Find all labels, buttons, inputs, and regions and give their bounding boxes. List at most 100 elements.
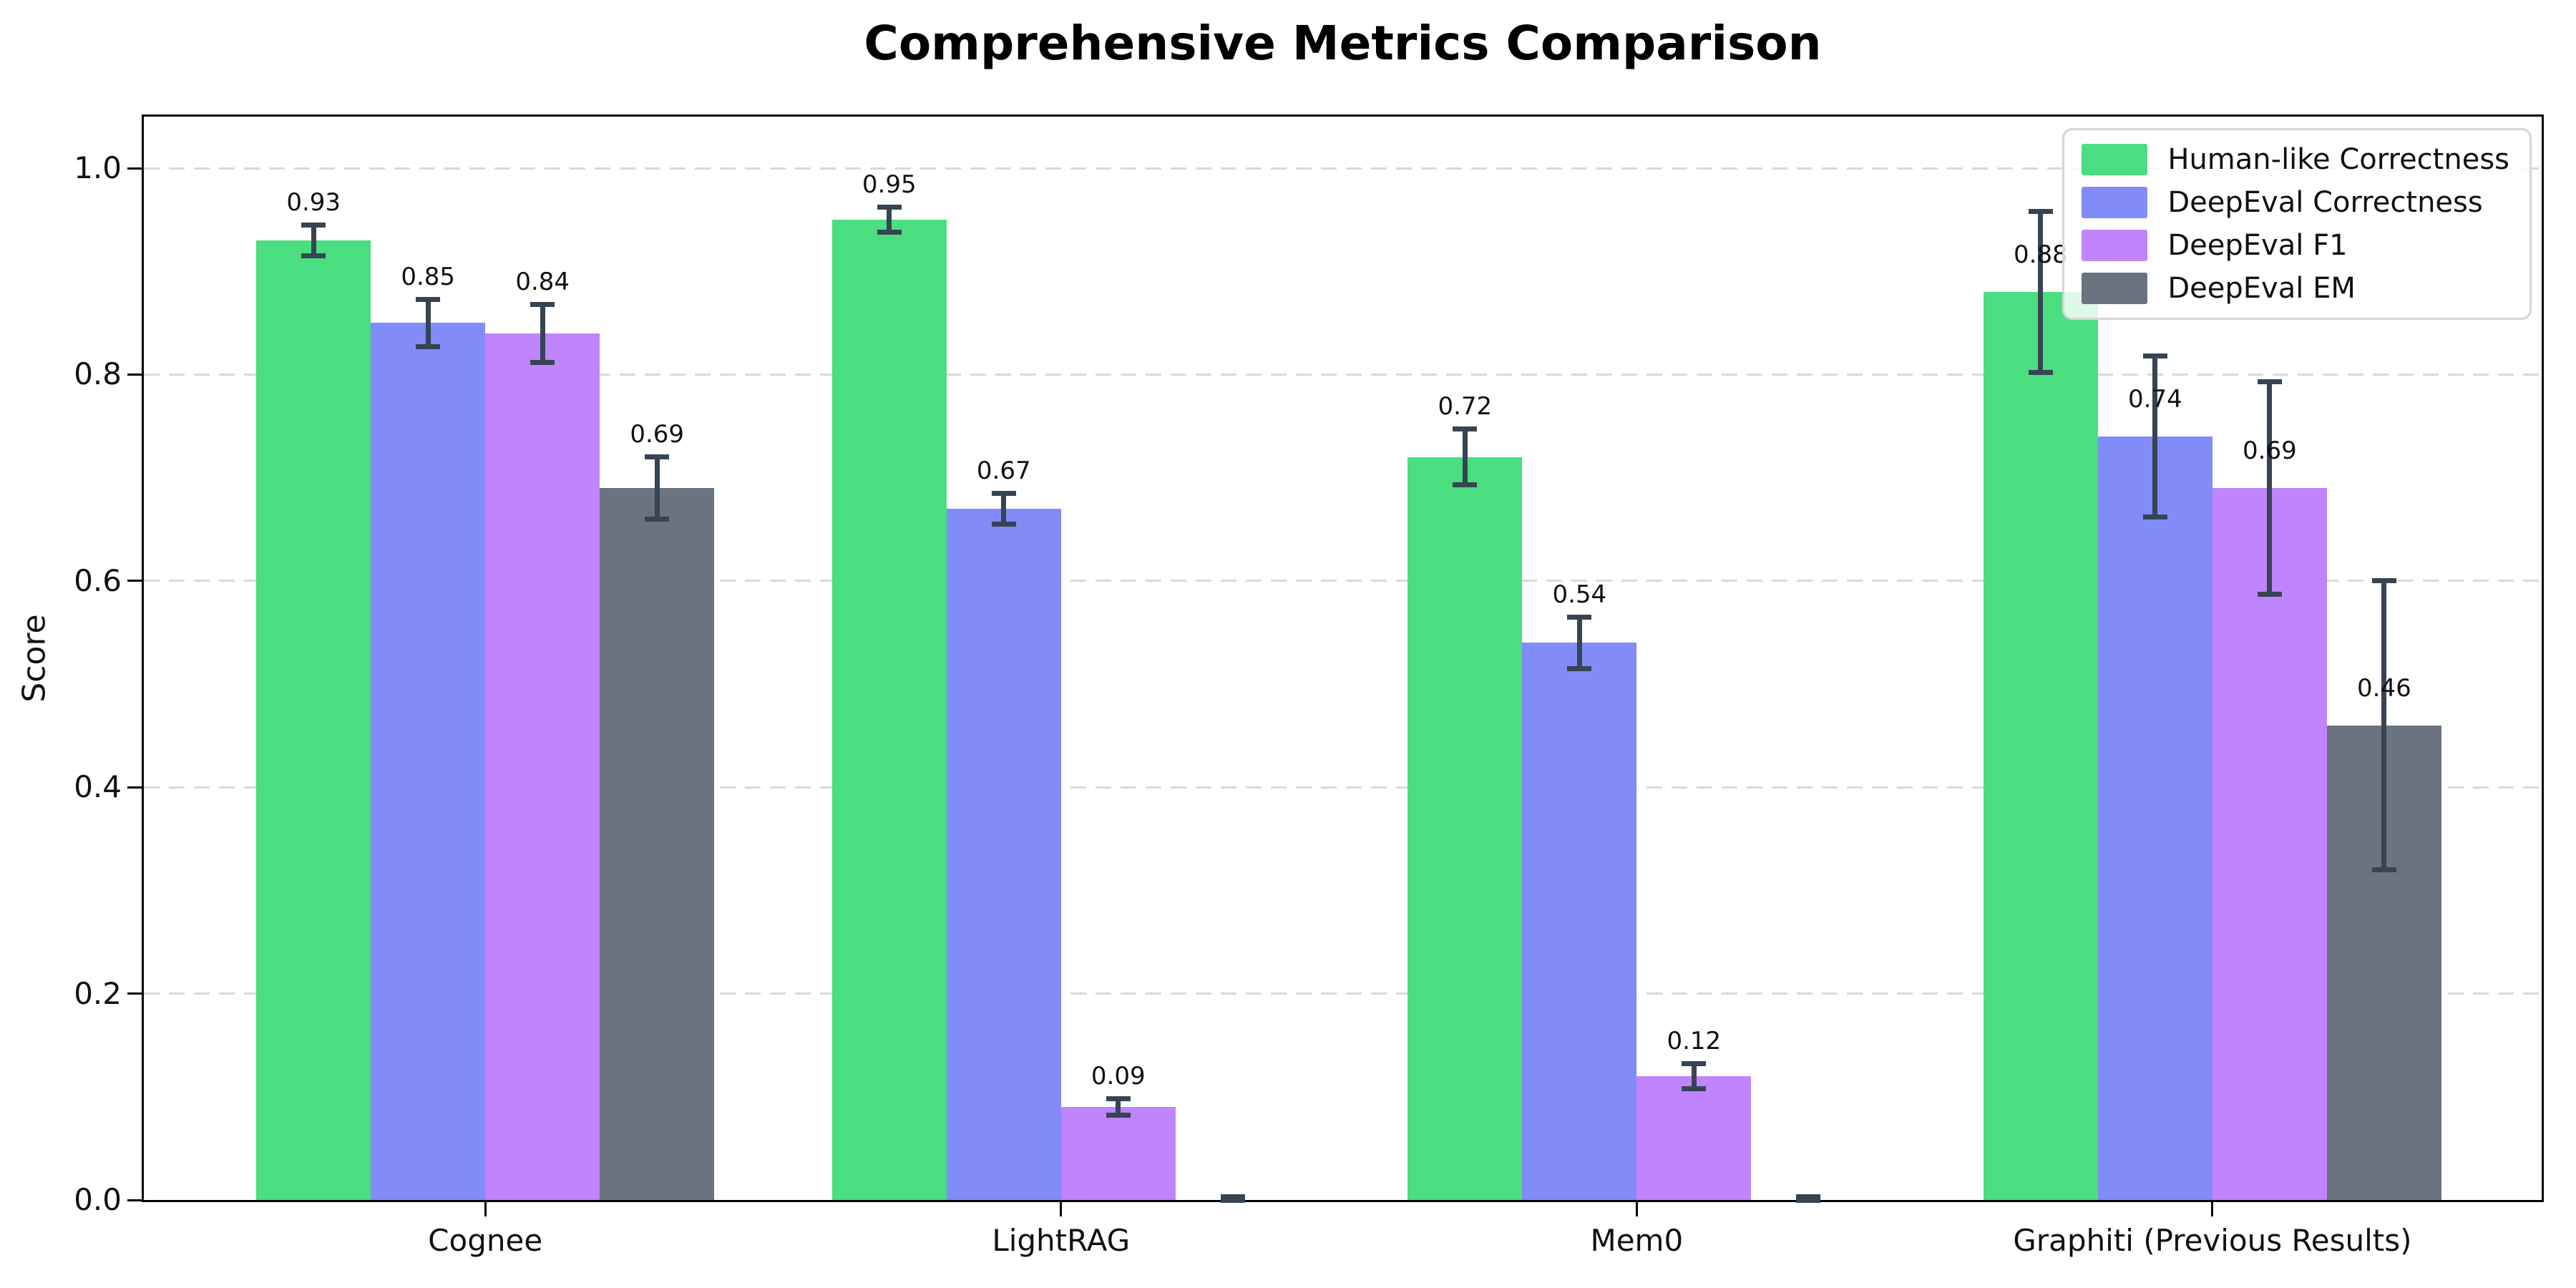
error-bar-deepeval-correctness-cognee bbox=[425, 299, 431, 347]
x-tickmark-cognee bbox=[484, 1202, 487, 1216]
value-label-human-like-correctness-lightrag: 0.95 bbox=[862, 170, 917, 200]
error-cap-high-deepeval-f1-mem0 bbox=[1682, 1061, 1707, 1067]
error-cap-low-deepeval-correctness-mem0 bbox=[1567, 665, 1592, 671]
error-cap-low-deepeval-em-mem0 bbox=[1796, 1197, 1821, 1203]
x-tick-label-graphiti-previous-results: Graphiti (Previous Results) bbox=[2013, 1223, 2412, 1258]
error-cap-low-deepeval-em-graphiti-previous-results bbox=[2371, 867, 2396, 873]
bar-deepeval-correctness-lightrag bbox=[946, 508, 1061, 1200]
value-label-human-like-correctness-graphiti-previous-results: 0.88 bbox=[2014, 240, 2068, 270]
plot-area: 0.93 0.95 0.72 0.88 0.85 0.67 0.54 0.74 0.84 0.09… bbox=[142, 114, 2544, 1203]
error-cap-low-deepeval-f1-mem0 bbox=[1682, 1085, 1707, 1091]
value-label-deepeval-em-graphiti-previous-results: 0.46 bbox=[2357, 674, 2411, 703]
value-label-deepeval-f1-graphiti-previous-results: 0.69 bbox=[2243, 436, 2297, 466]
error-bar-deepeval-correctness-lightrag bbox=[1001, 493, 1007, 525]
error-cap-low-human-like-correctness-mem0 bbox=[1453, 482, 1478, 488]
error-bar-deepeval-f1-mem0 bbox=[1691, 1063, 1697, 1089]
bar-human-like-correctness-lightrag bbox=[831, 220, 947, 1200]
bar-deepeval-f1-graphiti-previous-results bbox=[2212, 488, 2327, 1200]
legend-item-deepeval-f1: DeepEval F1 bbox=[2082, 229, 2509, 262]
error-cap-low-deepeval-em-cognee bbox=[645, 516, 670, 522]
value-label-deepeval-f1-mem0: 0.12 bbox=[1667, 1027, 1722, 1056]
error-cap-low-human-like-correctness-cognee bbox=[301, 253, 326, 259]
y-tickmark-0-4 bbox=[127, 786, 142, 789]
legend-swatch-human-like-correctness bbox=[2082, 144, 2148, 175]
y-tick-label-0-2: 0.2 bbox=[74, 975, 122, 1011]
error-cap-low-deepeval-f1-cognee bbox=[530, 359, 555, 365]
error-bar-deepeval-correctness-graphiti-previous-results bbox=[2152, 356, 2158, 517]
error-cap-high-human-like-correctness-graphiti-previous-results bbox=[2028, 209, 2053, 215]
value-label-deepeval-f1-lightrag: 0.09 bbox=[1091, 1062, 1146, 1091]
bar-deepeval-correctness-graphiti-previous-results bbox=[2097, 436, 2212, 1200]
legend-label-human-like-correctness: Human-like Correctness bbox=[2167, 143, 2509, 176]
x-tickmark-graphiti-previous-results bbox=[2211, 1202, 2214, 1216]
error-bar-deepeval-f1-lightrag bbox=[1116, 1098, 1121, 1116]
y-tick-label-0-0: 0.0 bbox=[74, 1182, 122, 1217]
error-cap-high-deepeval-em-mem0 bbox=[1796, 1194, 1821, 1200]
y-tick-label-1-0: 1.0 bbox=[74, 150, 122, 186]
error-bar-deepeval-f1-graphiti-previous-results bbox=[2267, 381, 2273, 595]
gridline-0-4 bbox=[144, 786, 2542, 789]
bar-deepeval-correctness-cognee bbox=[371, 323, 486, 1200]
legend-item-deepeval-em: DeepEval EM bbox=[2082, 272, 2509, 305]
y-tick-label-0-4: 0.4 bbox=[74, 769, 122, 805]
gridline-0-2 bbox=[144, 992, 2542, 995]
y-tickmark-1-0 bbox=[127, 167, 142, 170]
error-cap-high-deepeval-f1-lightrag bbox=[1106, 1096, 1131, 1102]
error-cap-high-deepeval-correctness-graphiti-previous-results bbox=[2142, 353, 2167, 359]
bar-deepeval-correctness-mem0 bbox=[1522, 643, 1637, 1200]
value-label-deepeval-em-cognee: 0.69 bbox=[630, 420, 685, 449]
y-tick-label-0-6: 0.6 bbox=[74, 562, 122, 598]
error-cap-low-deepeval-correctness-cognee bbox=[416, 344, 441, 350]
bar-human-like-correctness-cognee bbox=[256, 240, 371, 1200]
y-tickmark-0-8 bbox=[127, 373, 142, 376]
error-cap-high-human-like-correctness-lightrag bbox=[877, 205, 902, 210]
x-tick-label-cognee: Cognee bbox=[428, 1223, 543, 1258]
error-cap-high-deepeval-em-graphiti-previous-results bbox=[2371, 578, 2396, 584]
legend-swatch-deepeval-correctness bbox=[2082, 187, 2148, 218]
bar-deepeval-f1-cognee bbox=[485, 333, 600, 1200]
error-cap-high-deepeval-correctness-lightrag bbox=[991, 490, 1016, 496]
y-tick-label-0-8: 0.8 bbox=[74, 356, 122, 392]
value-label-deepeval-correctness-lightrag: 0.67 bbox=[976, 456, 1031, 485]
legend-label-deepeval-em: DeepEval EM bbox=[2167, 272, 2356, 305]
legend-item-deepeval-correctness: DeepEval Correctness bbox=[2082, 186, 2509, 219]
x-tickmark-mem0 bbox=[1635, 1202, 1638, 1216]
error-bar-human-like-correctness-mem0 bbox=[1462, 429, 1468, 485]
y-axis-label: Score bbox=[16, 614, 53, 703]
value-label-human-like-correctness-cognee: 0.93 bbox=[286, 187, 341, 217]
gridline-0-6 bbox=[144, 580, 2542, 582]
value-label-deepeval-correctness-cognee: 0.85 bbox=[401, 262, 456, 291]
error-cap-low-human-like-correctness-lightrag bbox=[877, 229, 902, 235]
legend: Human-like Correctness DeepEval Correctne… bbox=[2062, 128, 2532, 320]
value-label-human-like-correctness-mem0: 0.72 bbox=[1438, 392, 1493, 421]
x-tickmark-lightrag bbox=[1060, 1202, 1063, 1216]
error-cap-low-human-like-correctness-graphiti-previous-results bbox=[2028, 370, 2053, 376]
bar-human-like-correctness-mem0 bbox=[1407, 457, 1523, 1200]
error-bar-deepeval-correctness-mem0 bbox=[1576, 617, 1582, 669]
error-bar-deepeval-em-graphiti-previous-results bbox=[2381, 580, 2387, 870]
y-tickmark-0-0 bbox=[127, 1199, 142, 1201]
value-label-deepeval-correctness-mem0: 0.54 bbox=[1552, 580, 1607, 609]
value-label-deepeval-f1-cognee: 0.84 bbox=[515, 267, 570, 296]
error-cap-high-human-like-correctness-mem0 bbox=[1453, 426, 1478, 432]
bar-deepeval-f1-mem0 bbox=[1636, 1075, 1752, 1200]
y-tickmark-0-2 bbox=[127, 992, 142, 995]
error-cap-low-deepeval-f1-lightrag bbox=[1106, 1113, 1131, 1118]
error-cap-high-deepeval-correctness-mem0 bbox=[1567, 614, 1592, 620]
legend-swatch-deepeval-em bbox=[2082, 273, 2148, 304]
error-bar-human-like-correctness-cognee bbox=[311, 225, 316, 256]
error-cap-low-deepeval-correctness-lightrag bbox=[991, 522, 1016, 527]
error-cap-low-deepeval-f1-graphiti-previous-results bbox=[2257, 592, 2282, 597]
legend-item-human-like-correctness: Human-like Correctness bbox=[2082, 143, 2509, 176]
chart-title: Comprehensive Metrics Comparison bbox=[864, 16, 1822, 71]
error-bar-deepeval-em-cognee bbox=[654, 457, 660, 519]
error-cap-high-human-like-correctness-cognee bbox=[301, 222, 326, 228]
error-cap-high-deepeval-em-lightrag bbox=[1220, 1194, 1245, 1200]
gridline-1-0 bbox=[144, 167, 2542, 170]
value-label-deepeval-correctness-graphiti-previous-results: 0.74 bbox=[2128, 385, 2182, 414]
error-cap-low-deepeval-em-lightrag bbox=[1220, 1197, 1245, 1203]
bar-deepeval-f1-lightrag bbox=[1060, 1107, 1176, 1200]
legend-swatch-deepeval-f1 bbox=[2082, 230, 2148, 261]
x-tick-label-lightrag: LightRAG bbox=[992, 1223, 1131, 1258]
